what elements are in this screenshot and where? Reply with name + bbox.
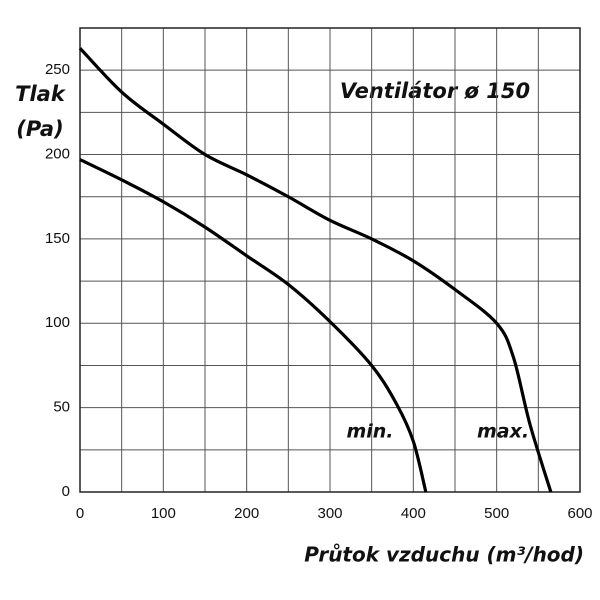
x-tick-label: 300 [317,505,342,522]
chart-title: Ventilátor ø 150 [340,79,530,103]
x-tick-label: 100 [151,505,176,522]
y-tick-label: 0 [62,483,70,500]
x-tick-label: 0 [76,505,84,522]
plot-frame [79,27,581,493]
y-tick-label: 250 [45,61,70,78]
x-tick-label: 600 [567,505,592,522]
series-label: max. [477,421,529,443]
x-axis-label: Průtok vzduchu (m³/hod) [304,543,584,567]
y-tick-label: 200 [45,146,70,163]
x-tick-label: 500 [484,505,509,522]
y-tick-label: 100 [45,314,70,331]
y-axis-label: Tlak [15,82,67,106]
line-series [79,158,428,493]
line-series [78,47,553,493]
y-axis-label: (Pa) [16,117,63,141]
y-tick-label: 150 [45,230,70,247]
series-label: min. [346,421,393,443]
y-tick-label: 50 [53,399,70,416]
x-tick-label: 200 [234,505,259,522]
x-tick-label: 400 [401,505,426,522]
